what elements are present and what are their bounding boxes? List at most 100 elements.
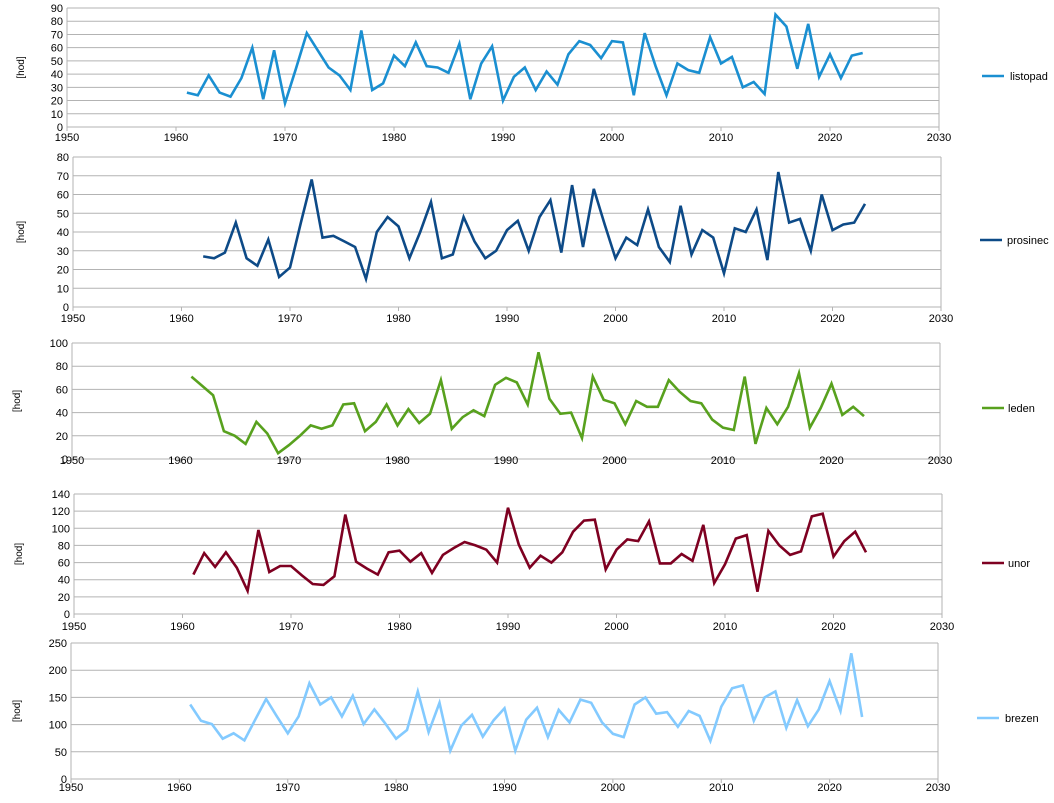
x-tick-label: 2000 bbox=[604, 621, 628, 633]
x-tick-label: 2020 bbox=[820, 313, 844, 325]
y-tick-label: 0 bbox=[57, 122, 63, 134]
x-tick-label: 2030 bbox=[927, 132, 951, 144]
x-tick-label: 1950 bbox=[60, 455, 84, 467]
y-tick-label: 0 bbox=[64, 609, 70, 621]
legend-listopad: listopad bbox=[982, 71, 1048, 83]
x-tick-label: 2000 bbox=[602, 455, 626, 467]
x-tick-label: 2010 bbox=[709, 132, 733, 144]
y-tick-label: 80 bbox=[58, 540, 70, 552]
x-tick-label: 1980 bbox=[382, 132, 406, 144]
y-axis-label: [hod] bbox=[16, 221, 27, 243]
x-tick-label: 1990 bbox=[495, 313, 519, 325]
x-tick-label: 2010 bbox=[713, 621, 737, 633]
y-tick-label: 60 bbox=[57, 190, 69, 202]
legend-label: leden bbox=[1008, 403, 1035, 415]
legend-leden: leden bbox=[982, 403, 1035, 415]
y-tick-label: 10 bbox=[51, 109, 63, 121]
x-tick-label: 1980 bbox=[386, 313, 410, 325]
series-line-leden bbox=[190, 352, 865, 456]
x-tick-label: 2000 bbox=[601, 782, 625, 794]
y-tick-label: 20 bbox=[51, 96, 63, 108]
y-tick-label: 20 bbox=[56, 431, 68, 443]
y-tick-label: 30 bbox=[51, 82, 63, 94]
y-tick-label: 140 bbox=[52, 489, 70, 501]
series-line-listopad bbox=[186, 11, 864, 109]
x-tick-label: 1970 bbox=[277, 455, 301, 467]
y-tick-label: 0 bbox=[61, 774, 67, 786]
legend-label: unor bbox=[1008, 558, 1030, 570]
x-tick-label: 2030 bbox=[930, 621, 954, 633]
y-tick-label: 100 bbox=[50, 338, 68, 350]
y-tick-label: 150 bbox=[49, 692, 67, 704]
x-tick-label: 1960 bbox=[170, 621, 194, 633]
chart-leden: 0 20 40 60 80 100 1950 1960 1970 1980 1990 2000 2010… bbox=[12, 338, 1035, 467]
x-tick-label: 1960 bbox=[164, 132, 188, 144]
y-axis-label: [hod] bbox=[16, 56, 27, 78]
y-axis-label: [hod] bbox=[14, 543, 25, 565]
x-tick-label: 1950 bbox=[61, 313, 85, 325]
y-tick-label: 80 bbox=[57, 152, 69, 164]
x-tick-label: 2000 bbox=[600, 132, 624, 144]
chart-brezen: 0 50 100 150 200 250 1950 1960 1970 1980 1990 2000 2… bbox=[12, 638, 1039, 794]
x-tick-label: 1990 bbox=[496, 621, 520, 633]
x-tick-label: 1990 bbox=[492, 782, 516, 794]
x-tick-label: 2010 bbox=[711, 455, 735, 467]
series-line-brezen bbox=[189, 653, 864, 756]
y-tick-label: 100 bbox=[52, 523, 70, 535]
legend-label: brezen bbox=[1005, 713, 1039, 725]
y-tick-label: 30 bbox=[57, 246, 69, 258]
y-tick-label: 60 bbox=[56, 384, 68, 396]
y-tick-label: 100 bbox=[49, 720, 67, 732]
y-tick-label: 250 bbox=[49, 638, 67, 650]
x-tick-label: 2030 bbox=[926, 782, 950, 794]
y-tick-label: 80 bbox=[56, 361, 68, 373]
x-tick-label: 1990 bbox=[494, 455, 518, 467]
y-tick-label: 40 bbox=[56, 408, 68, 420]
y-tick-label: 70 bbox=[51, 29, 63, 41]
x-tick-label: 1970 bbox=[276, 782, 300, 794]
y-tick-label: 0 bbox=[62, 454, 68, 466]
y-tick-label: 70 bbox=[57, 171, 69, 183]
y-tick-label: 80 bbox=[51, 16, 63, 28]
y-tick-label: 90 bbox=[51, 3, 63, 15]
legend-label: prosinec bbox=[1007, 235, 1049, 247]
legend-label: listopad bbox=[1010, 71, 1048, 83]
x-tick-label: 1980 bbox=[387, 621, 411, 633]
y-tick-label: 10 bbox=[57, 283, 69, 295]
y-tick-label: 40 bbox=[57, 227, 69, 239]
x-tick-label: 1990 bbox=[491, 132, 515, 144]
x-tick-label: 2020 bbox=[817, 782, 841, 794]
y-tick-label: 120 bbox=[52, 506, 70, 518]
x-tick-label: 1970 bbox=[278, 313, 302, 325]
x-tick-label: 1970 bbox=[279, 621, 303, 633]
x-tick-label: 2030 bbox=[928, 455, 952, 467]
x-tick-label: 1960 bbox=[167, 782, 191, 794]
y-tick-label: 60 bbox=[51, 43, 63, 55]
x-tick-label: 1980 bbox=[385, 455, 409, 467]
legend-brezen: brezen bbox=[977, 713, 1039, 725]
legend-prosinec: prosinec bbox=[980, 235, 1049, 247]
y-tick-label: 60 bbox=[58, 558, 70, 570]
series-line-unor bbox=[192, 507, 868, 596]
legend-unor: unor bbox=[982, 558, 1030, 570]
y-tick-label: 20 bbox=[58, 592, 70, 604]
x-tick-label: 1960 bbox=[169, 313, 193, 325]
x-tick-label: 2010 bbox=[712, 313, 736, 325]
x-tick-label: 2020 bbox=[819, 455, 843, 467]
y-axis-label: [hod] bbox=[12, 700, 23, 722]
y-tick-label: 50 bbox=[55, 747, 67, 759]
x-tick-label: 2010 bbox=[709, 782, 733, 794]
y-tick-label: 20 bbox=[57, 265, 69, 277]
x-tick-label: 1960 bbox=[168, 455, 192, 467]
chart-unor: 0 20 40 60 80 100 120 140 1950 1960 1970 1980 1990 20… bbox=[14, 489, 1030, 633]
series-line-prosinec bbox=[202, 171, 867, 284]
y-tick-label: 200 bbox=[49, 665, 67, 677]
x-tick-label: 2020 bbox=[818, 132, 842, 144]
y-axis-label: [hod] bbox=[12, 390, 23, 412]
x-tick-label: 2030 bbox=[929, 313, 953, 325]
x-tick-label: 1950 bbox=[59, 782, 83, 794]
x-tick-label: 1980 bbox=[384, 782, 408, 794]
x-tick-label: 1970 bbox=[273, 132, 297, 144]
